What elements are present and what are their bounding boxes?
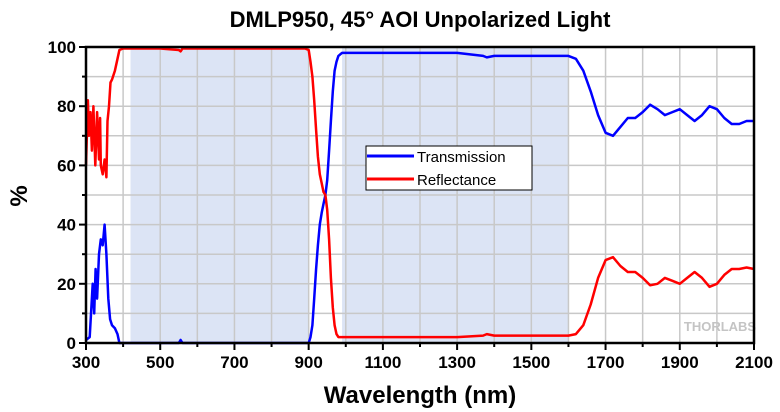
y-tick-label: 20 bbox=[57, 275, 76, 294]
legend-label-transmission: Transmission bbox=[417, 149, 506, 166]
x-axis-label: Wavelength (nm) bbox=[324, 382, 516, 409]
y-tick-labels: 0 20 40 60 80 100 bbox=[48, 38, 76, 353]
x-tick-label: 300 bbox=[72, 353, 100, 372]
x-tick-label: 1300 bbox=[438, 353, 476, 372]
axes bbox=[79, 45, 756, 350]
grid bbox=[86, 47, 754, 343]
y-axis-label: % bbox=[6, 185, 33, 206]
x-tick-label: 1700 bbox=[587, 353, 625, 372]
x-tick-label: 700 bbox=[220, 353, 248, 372]
series-transmission bbox=[85, 51, 754, 345]
x-tick-label: 1100 bbox=[364, 353, 401, 372]
x-tick-labels: 300 500 700 900 1100 1300 1500 1700 1900 2100 bbox=[72, 353, 773, 372]
x-tick-label: 900 bbox=[294, 353, 322, 372]
y-tick-label: 100 bbox=[48, 38, 76, 57]
series-lines bbox=[84, 47, 755, 345]
series-reflectance bbox=[84, 47, 755, 339]
y-tick-label: 40 bbox=[57, 216, 76, 235]
x-tick-label: 500 bbox=[146, 353, 174, 372]
x-tick-label: 1500 bbox=[512, 353, 550, 372]
legend-box bbox=[365, 145, 533, 191]
y-tick-label: 60 bbox=[57, 156, 76, 175]
chart-title: DMLP950, 45° AOI Unpolarized Light bbox=[230, 7, 611, 32]
thorlabs-watermark: THORLABS bbox=[684, 319, 757, 334]
legend: Transmission Reflectance bbox=[365, 145, 533, 191]
x-tick-label: 2100 bbox=[735, 353, 773, 372]
y-tick-label: 0 bbox=[67, 334, 76, 353]
x-tick-label: 1900 bbox=[661, 353, 699, 372]
y-tick-label: 80 bbox=[57, 97, 76, 116]
legend-label-reflectance: Reflectance bbox=[417, 172, 496, 189]
